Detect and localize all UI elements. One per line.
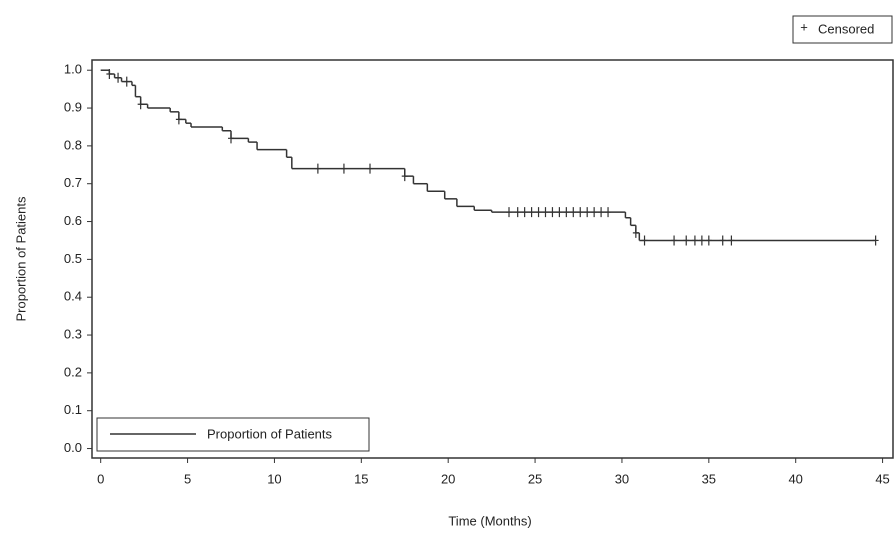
censor-mark xyxy=(641,235,648,246)
censor-mark xyxy=(528,207,535,218)
censor-mark xyxy=(175,114,182,125)
censor-mark xyxy=(577,207,584,218)
x-axis-label: Time (Months) xyxy=(448,513,531,528)
y-tick-label: 1.0 xyxy=(64,62,82,77)
x-tick-label: 20 xyxy=(441,471,455,486)
y-tick-label: 0.2 xyxy=(64,364,82,379)
censored-legend-symbol: + xyxy=(800,19,808,34)
censor-mark xyxy=(691,235,698,246)
censor-mark xyxy=(514,207,521,218)
censor-mark xyxy=(506,207,513,218)
y-tick-label: 0.0 xyxy=(64,440,82,455)
censor-mark xyxy=(228,133,235,144)
censor-mark xyxy=(521,207,528,218)
censor-mark xyxy=(106,68,113,79)
y-tick-label: 0.5 xyxy=(64,251,82,266)
censor-mark xyxy=(367,163,374,174)
censor-mark xyxy=(705,235,712,246)
y-axis-label: Proportion of Patients xyxy=(13,196,28,322)
censor-mark xyxy=(137,99,144,110)
censor-mark xyxy=(719,235,726,246)
censor-mark xyxy=(123,76,130,87)
censor-mark xyxy=(314,163,321,174)
y-tick-label: 0.6 xyxy=(64,213,82,228)
censored-legend-box xyxy=(792,15,893,44)
line-legend-label: Proportion of Patients xyxy=(207,426,333,441)
x-tick-label: 25 xyxy=(528,471,542,486)
y-tick-label: 0.8 xyxy=(64,137,82,152)
censor-mark xyxy=(340,163,347,174)
y-tick-label: 0.1 xyxy=(64,402,82,417)
censor-mark xyxy=(584,207,591,218)
censor-mark xyxy=(542,207,549,218)
censored-legend-label: Censored xyxy=(818,21,874,36)
censor-mark xyxy=(632,227,639,238)
censor-mark xyxy=(556,207,563,218)
censor-mark xyxy=(698,235,705,246)
censor-mark xyxy=(728,235,735,246)
censor-mark xyxy=(605,207,612,218)
x-tick-label: 0 xyxy=(97,471,104,486)
x-tick-label: 30 xyxy=(615,471,629,486)
y-tick-label: 0.4 xyxy=(64,289,82,304)
censor-mark xyxy=(591,207,598,218)
x-tick-label: 45 xyxy=(875,471,889,486)
censor-mark xyxy=(598,207,605,218)
x-tick-label: 40 xyxy=(788,471,802,486)
censor-mark xyxy=(683,235,690,246)
censor-mark xyxy=(549,207,556,218)
censor-mark xyxy=(570,207,577,218)
x-tick-label: 10 xyxy=(267,471,281,486)
censor-mark xyxy=(671,235,678,246)
plot-frame xyxy=(91,59,894,459)
x-tick-label: 15 xyxy=(354,471,368,486)
censor-mark xyxy=(535,207,542,218)
censor-mark xyxy=(563,207,570,218)
x-tick-label: 35 xyxy=(702,471,716,486)
x-tick-label: 5 xyxy=(184,471,191,486)
y-tick-label: 0.3 xyxy=(64,326,82,341)
censor-mark xyxy=(872,235,879,246)
y-tick-label: 0.9 xyxy=(64,99,82,114)
censor-mark xyxy=(401,171,408,182)
y-tick-label: 0.7 xyxy=(64,175,82,190)
censor-mark xyxy=(115,72,122,83)
